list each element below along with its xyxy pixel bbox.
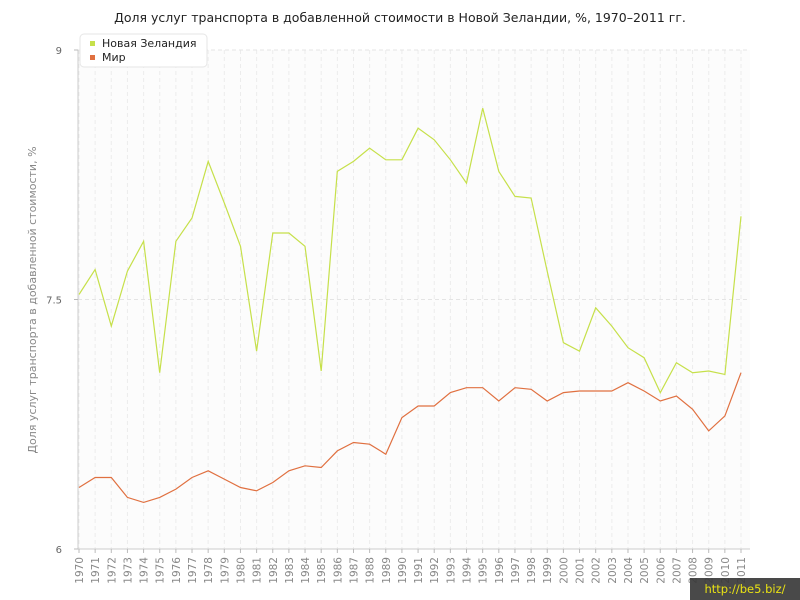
x-tick-label: 2010 xyxy=(720,557,732,584)
x-tick-label: 1986 xyxy=(332,557,344,584)
x-tick-label: 1985 xyxy=(316,557,328,584)
x-tick-label: 1975 xyxy=(155,557,167,584)
x-tick-labels: 1970 1971 1972 1973 1974 1975 1976 1977 1978 1979… xyxy=(74,549,748,584)
x-tick-label: 1999 xyxy=(542,557,554,584)
x-tick-label: 1979 xyxy=(219,557,231,584)
x-tick-label: 1970 xyxy=(74,557,86,584)
x-tick-label: 1974 xyxy=(139,557,151,584)
x-tick-label: 1980 xyxy=(235,557,247,584)
x-tick-label: 2007 xyxy=(671,557,683,584)
x-tick-label: 2004 xyxy=(623,557,635,584)
legend-box xyxy=(79,33,208,68)
x-tick-label: 1972 xyxy=(106,557,118,584)
y-tick-labels: 67.59 xyxy=(46,46,78,556)
x-tick-label: 1971 xyxy=(90,557,102,584)
x-tick-label: 1990 xyxy=(397,557,409,584)
x-tick-label: 1987 xyxy=(348,557,360,584)
x-tick-label: 1992 xyxy=(429,557,441,584)
legend-label-1: Мир xyxy=(102,51,126,64)
x-tick-label: 1981 xyxy=(252,557,264,584)
x-tick-label: 1995 xyxy=(478,557,490,584)
series-line-1 xyxy=(78,372,742,504)
legend: Новая Зеландия Мир xyxy=(79,33,208,68)
x-tick-label: 2000 xyxy=(558,557,570,584)
x-tick-label: 2006 xyxy=(655,557,667,584)
x-tick-label: 1996 xyxy=(494,557,506,584)
x-tick-label: 2005 xyxy=(639,557,651,584)
x-tick-label: 1997 xyxy=(510,557,522,584)
x-tick-label: 1976 xyxy=(171,557,183,584)
y-tick-label: 6 xyxy=(56,545,62,556)
x-tick-label: 1988 xyxy=(365,557,377,584)
x-tick-label: 1994 xyxy=(462,557,474,584)
legend-swatch-0 xyxy=(90,41,95,46)
x-tick-label: 1977 xyxy=(187,557,199,584)
x-tick-label: 1989 xyxy=(381,557,393,584)
legend-swatch-1 xyxy=(90,55,95,60)
x-tick-label: 1991 xyxy=(413,557,425,584)
legend-label-0: Новая Зеландия xyxy=(102,37,197,50)
x-tick-label: 2002 xyxy=(591,557,603,584)
x-tick-label: 1973 xyxy=(122,557,134,584)
series-layer xyxy=(78,108,742,504)
x-tick-label: 2003 xyxy=(607,557,619,584)
series-line-0 xyxy=(78,108,742,394)
watermark[interactable]: http://be5.biz/ xyxy=(690,578,800,600)
x-tick-label: 2008 xyxy=(688,557,700,584)
x-tick-label: 1978 xyxy=(203,557,215,584)
x-tick-label: 1993 xyxy=(445,557,457,584)
x-tick-label: 2001 xyxy=(575,557,587,584)
y-tick-label: 7.5 xyxy=(46,296,62,307)
x-tick-label: 1984 xyxy=(300,557,312,584)
x-tick-label: 2011 xyxy=(736,557,748,584)
x-tick-label: 2009 xyxy=(704,557,716,584)
x-tick-label: 1998 xyxy=(526,557,538,584)
y-tick-label: 9 xyxy=(56,46,62,57)
x-tick-label: 1983 xyxy=(284,557,296,584)
chart-title: Доля услуг транспорта в добавленной стои… xyxy=(114,10,686,25)
y-axis-label: Доля услуг транспорта в добавленной стои… xyxy=(26,146,39,453)
x-tick-label: 1982 xyxy=(268,557,280,584)
